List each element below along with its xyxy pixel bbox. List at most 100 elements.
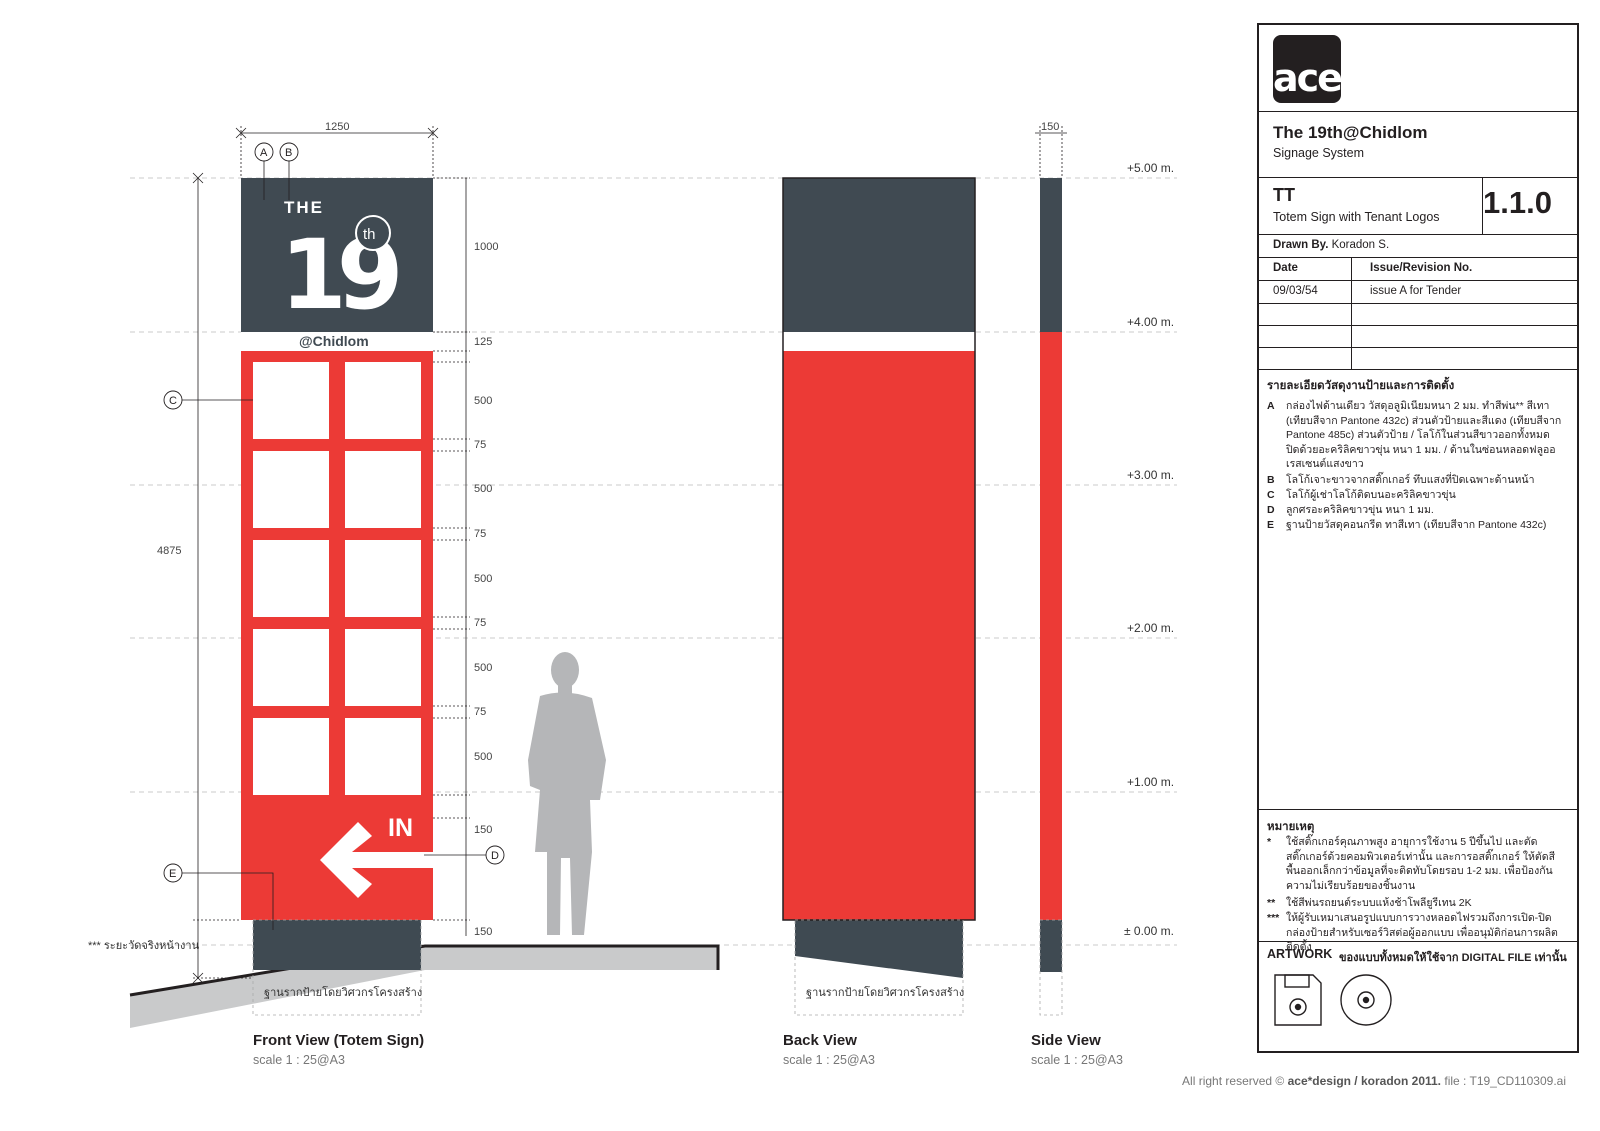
level-labels: +5.00 m. +4.00 m. +3.00 m. +2.00 m. +1.0… bbox=[1124, 161, 1174, 938]
note-text: กล่องไฟด้านเดียว วัสดุอลูมิเนียมหนา 2 มม… bbox=[1286, 400, 1562, 470]
level-label: +3.00 m. bbox=[1127, 468, 1174, 482]
tenant-slot bbox=[345, 362, 421, 439]
drawn-by-value: Koradon S. bbox=[1331, 239, 1390, 251]
level-label: +5.00 m. bbox=[1127, 161, 1174, 175]
dim-side-width: 150 bbox=[1041, 121, 1059, 133]
back-view-title: Back View bbox=[783, 1032, 857, 1049]
tenant-slot bbox=[345, 629, 421, 706]
material-note: A กล่องไฟด้านเดียว วัสดุอลูมิเนียมหนา 2 ม… bbox=[1267, 399, 1567, 472]
dim-segment: 75 bbox=[474, 706, 486, 718]
dim-segment: 1000 bbox=[474, 241, 498, 253]
tenant-slot bbox=[253, 629, 329, 706]
level-label: +1.00 m. bbox=[1127, 775, 1174, 789]
front-white-band bbox=[241, 332, 433, 351]
tenant-slot bbox=[253, 451, 329, 528]
total-height-dimension bbox=[192, 172, 253, 984]
drawn-by: Drawn By. Koradon S. bbox=[1273, 239, 1389, 251]
drawing-name: Totem Sign with Tenant Logos bbox=[1273, 210, 1440, 224]
artwork-label: ARTWORK bbox=[1267, 947, 1333, 961]
remark-key: ** bbox=[1267, 897, 1276, 909]
ace-design-logo: ace* bbox=[1273, 35, 1347, 103]
front-view: THE 19 th @Chidlom IN bbox=[241, 178, 433, 970]
project-title: The 19th@Chidlom bbox=[1273, 123, 1428, 142]
callout-c: C bbox=[169, 395, 177, 407]
dim-total-height: 4875 bbox=[157, 545, 181, 557]
segment-dimension-labels: 1000 125 500 75 500 75 500 75 500 75 500… bbox=[474, 241, 498, 938]
material-note: D ลูกศรอะคริลิคขาวขุ่น หนา 1 มม. bbox=[1267, 503, 1567, 518]
callout-letters: A B C D E bbox=[169, 147, 499, 880]
remark-text: ใช้สติ๊กเกอร์คุณภาพสูง อายุการใช้งาน 5 ป… bbox=[1286, 836, 1555, 892]
foundation-outlines bbox=[252, 919, 1063, 1016]
tenant-slot bbox=[253, 718, 329, 795]
callout-circles bbox=[163, 142, 505, 883]
side-view bbox=[1040, 178, 1062, 972]
front-top-panel bbox=[241, 178, 433, 332]
ground-note: *** ระยะวัดจริงหน้างาน bbox=[88, 940, 200, 952]
logo-the-text: THE bbox=[284, 198, 324, 217]
level-label: +4.00 m. bbox=[1127, 315, 1174, 329]
material-note: B โลโก้เจาะขาวจากสติ๊กเกอร์ ทึบแสงที่ปิดเ… bbox=[1267, 473, 1567, 488]
front-view-scale: scale 1 : 25@A3 bbox=[253, 1053, 345, 1067]
note-text: ลูกศรอะคริลิคขาวขุ่น หนา 1 มม. bbox=[1286, 504, 1434, 516]
callout-b: B bbox=[285, 147, 292, 159]
issue-header: Issue/Revision No. bbox=[1370, 262, 1473, 274]
side-view-scale: scale 1 : 25@A3 bbox=[1031, 1053, 1123, 1067]
dim-segment: 500 bbox=[474, 483, 492, 495]
level-label: ± 0.00 m. bbox=[1124, 924, 1174, 938]
title-block: ace* The 19th@Chidlom Signage System TT … bbox=[1257, 23, 1579, 1053]
project-subtitle: Signage System bbox=[1273, 146, 1365, 160]
note-key: A bbox=[1267, 400, 1275, 412]
dim-segment: 500 bbox=[474, 395, 492, 407]
back-white-band bbox=[783, 332, 975, 351]
remark-key: * bbox=[1267, 836, 1272, 848]
callout-d: D bbox=[491, 850, 499, 862]
note-text: ฐานป้ายวัสดุคอนกรีต ทาสีเทา (เทียบสีจาก … bbox=[1286, 519, 1547, 531]
copyright-prefix: All right reserved © bbox=[1182, 1074, 1285, 1088]
material-notes-title: รายละเอียดวัสดุงานป้ายและการติดตั้ง bbox=[1267, 380, 1455, 392]
drawing-number: 1.1.0 bbox=[1483, 185, 1552, 220]
segment-dimension-chain bbox=[433, 177, 470, 936]
remark: ** ใช้สีพ่นรถยนต์ระบบแห้งช้าโพลียูรีเทน 2… bbox=[1267, 896, 1567, 911]
copyright-owner: ace*design / koradon 2011. bbox=[1287, 1074, 1442, 1088]
date-header: Date bbox=[1273, 262, 1298, 274]
cd-icon bbox=[1340, 974, 1392, 1026]
logo-th-circle bbox=[355, 215, 391, 251]
logo-th-text: th bbox=[363, 226, 376, 243]
foundation-label-front: ฐานรากป้ายโดยวิศวกรโครงสร้าง bbox=[264, 985, 422, 999]
drawing-code: TT bbox=[1273, 185, 1295, 205]
dim-segment: 150 bbox=[474, 926, 492, 938]
note-key: C bbox=[1267, 489, 1275, 501]
the-19th-logo: THE 19 th @Chidlom bbox=[280, 198, 408, 349]
callout-e: E bbox=[169, 868, 176, 880]
tenant-slot bbox=[253, 540, 329, 617]
tenant-slot bbox=[253, 362, 329, 439]
remark-text: ให้ผู้รับเหมาเสนอรูปแบบการวางหลอดไฟรวมถึ… bbox=[1286, 912, 1558, 953]
tenant-slot bbox=[345, 451, 421, 528]
width-dimension bbox=[235, 126, 439, 178]
back-view-scale: scale 1 : 25@A3 bbox=[783, 1053, 875, 1067]
copyright-footer: All right reserved © ace*design / korado… bbox=[1182, 1074, 1566, 1088]
logo-at-text: @Chidlom bbox=[299, 333, 369, 349]
material-note: E ฐานป้ายวัสดุคอนกรีต ทาสีเทา (เทียบสีจาก… bbox=[1267, 518, 1567, 533]
remark: *** ให้ผู้รับเหมาเสนอรูปแบบการวางหลอดไฟรว… bbox=[1267, 911, 1567, 955]
remarks-title: หมายเหตุ bbox=[1267, 821, 1315, 833]
artwork-icons bbox=[1274, 974, 1392, 1026]
side-width-dimension bbox=[1035, 126, 1067, 178]
in-label: IN bbox=[388, 814, 413, 842]
dim-width: 1250 bbox=[325, 121, 349, 133]
remark: * ใช้สติ๊กเกอร์คุณภาพสูง อายุการใช้งาน 5 … bbox=[1267, 835, 1567, 893]
copyright-file: file : T19_CD110309.ai bbox=[1444, 1074, 1566, 1088]
callout-leaders bbox=[182, 161, 486, 930]
dim-segment: 500 bbox=[474, 662, 492, 674]
remark-key: *** bbox=[1267, 912, 1280, 924]
back-top-panel bbox=[783, 178, 975, 332]
material-note: C โลโก้ผู้เช่าโลโก้ติดบนอะคริลิคขาวขุ่น bbox=[1267, 488, 1567, 503]
foundation-label-back: ฐานรากป้ายโดยวิศวกรโครงสร้าง bbox=[806, 985, 964, 999]
tenant-slot bbox=[345, 540, 421, 617]
note-key: E bbox=[1267, 519, 1275, 531]
dim-segment: 75 bbox=[474, 439, 486, 451]
tenant-slot bbox=[345, 718, 421, 795]
dim-segment: 500 bbox=[474, 751, 492, 763]
logo-mark: * bbox=[1340, 62, 1347, 76]
tenant-logo-grid bbox=[253, 362, 421, 795]
